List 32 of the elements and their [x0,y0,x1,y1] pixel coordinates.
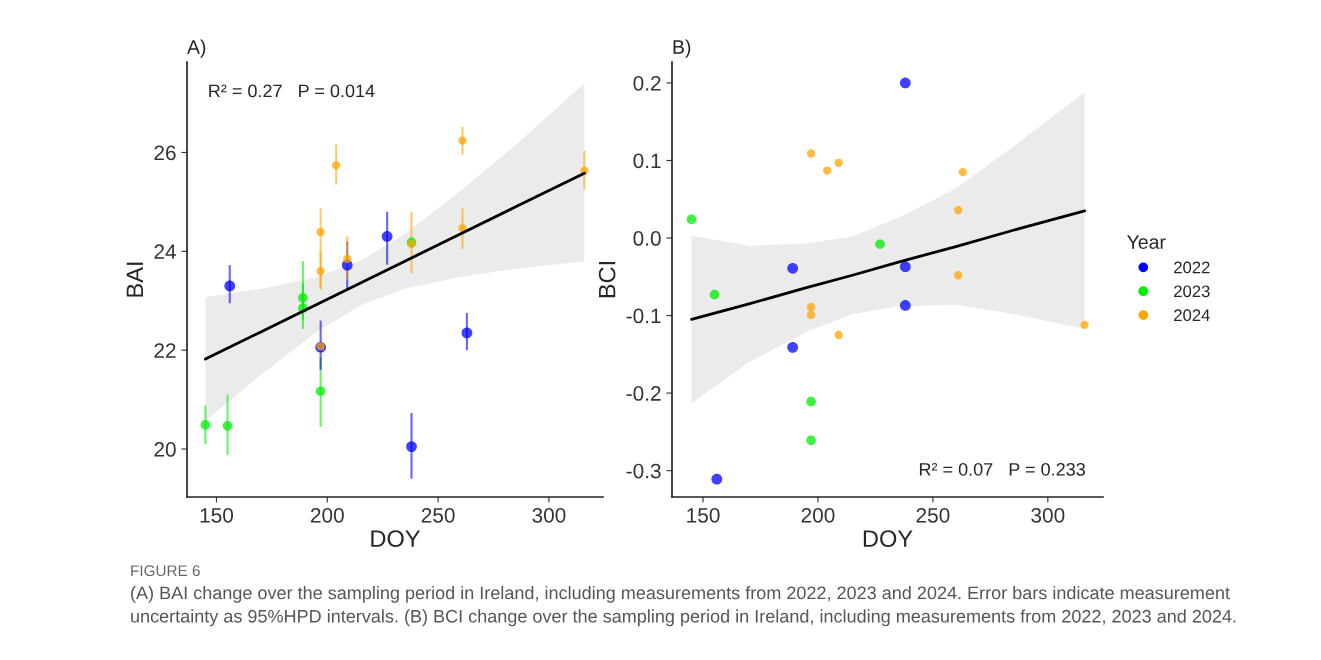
y-tick-label: 26 [154,145,176,161]
chart-title: B) [673,39,691,58]
x-tick-label: 200 [801,507,835,523]
legend-label: 2024 [1174,309,1210,322]
y-tick-label: 0.0 [633,231,661,246]
y-tick-label: 24 [154,244,176,259]
chart-title: A) [187,39,206,58]
y-tick-label: -0.3 [626,463,661,479]
annotation: R² = 0.27 P = 0.014 [209,84,375,98]
x-axis-title: DOY [371,530,421,547]
legend-title: Year [1127,235,1166,249]
y-tick-label: -0.2 [626,386,661,401]
annotation: R² = 0.07 P = 0.233 [919,462,1085,476]
x-tick-label: 150 [687,507,720,523]
legend-label: 2023 [1174,285,1210,298]
x-tick-label: 300 [1031,507,1065,523]
x-tick-label: 150 [200,507,234,523]
text: (A) BAI change over the sampling period in Ireland, including measurements from 2022, 2023 and 2024. Error bars indicate measurement uncertainty as 95%HPD intervals. (B) BCI change over the sampling period in Ireland, including measurements from 2022, 2023 and 2024. [131,586,1236,627]
y-axis-title: BAI [126,262,143,297]
y-tick-label: 0.1 [633,153,661,169]
x-tick-label: 250 [916,507,950,523]
y-axis-title: BCI [598,262,616,298]
x-tick-label: 200 [310,507,344,523]
legend-label: 2022 [1174,261,1210,274]
y-tick-label: -0.1 [626,308,661,324]
x-axis-title: DOY [863,530,913,547]
y-tick-label: 22 [154,343,176,358]
x-tick-label: 250 [421,507,455,523]
caption: FIGURE 6 [131,565,200,577]
x-tick-label: 300 [532,507,566,523]
y-tick-label: 0.2 [633,75,661,91]
y-tick-label: 20 [154,442,176,457]
